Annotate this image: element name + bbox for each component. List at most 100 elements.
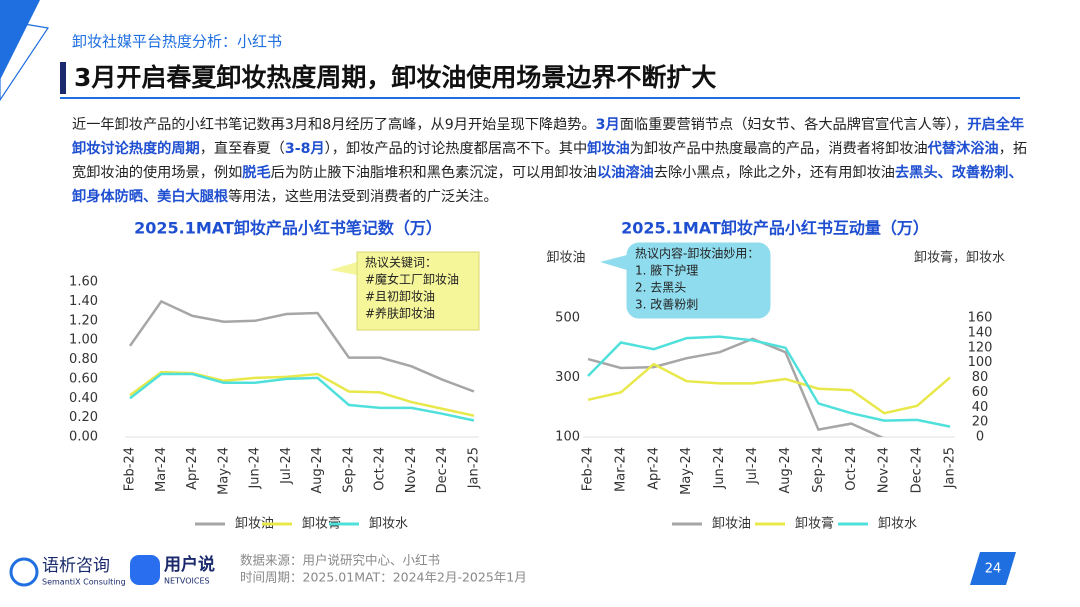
x-tick-label: Jul-24 [279,447,294,485]
y2-tick-label: 40 [972,400,989,415]
callout-box [626,242,771,319]
x-tick-label: Nov-24 [877,447,892,493]
text: 后为防止腋下油脂堆积和黑色素沉淀，可以用卸妆油 [270,165,597,181]
y-tick-label: 300 [555,370,580,385]
y2-tick-label: 60 [972,385,989,400]
paragraph: 近一年卸妆产品的小红书笔记数再3月和8月经历了高峰，从9月开始呈现下降趋势。3月… [72,113,1032,209]
text: 等用法，这些用法受到消费者的广泛关注。 [228,189,498,205]
y-tick-label: 1.40 [69,294,98,309]
series-line [587,335,951,428]
callout-text: 3. 改善粉刺 [635,297,698,312]
legend-label: 卸妆水 [369,516,408,532]
y2-tick-label: 20 [972,415,989,430]
y2-tick-label: 160 [968,311,993,326]
x-tick-label: Mar-24 [613,447,628,492]
callout-text: 1. 腋下护理 [635,263,698,278]
y-axis-label: 卸妆油 [546,250,585,266]
y2-tick-label: 120 [968,340,993,355]
y2-tick-label: 80 [972,370,989,385]
x-tick-label: Oct-24 [844,447,859,491]
x-tick-label: Sep-24 [811,447,826,493]
text: ），卸妆产品的讨论热度都居高不下。其中 [324,141,588,157]
callout-tail [330,262,357,275]
x-tick-label: May-24 [679,447,694,495]
title-bar [60,62,66,94]
x-tick-label: Feb-24 [581,447,596,491]
emphasis: 去黑头、改善粉刺、卸身体防晒、美白大腿根 [72,165,1023,205]
legend-label: 卸妆膏 [795,516,834,532]
y-tick-label: 1.00 [69,333,98,348]
legend-label: 卸妆油 [712,516,751,532]
x-tick-label: Dec-24 [910,447,925,493]
corner-deco [0,0,40,80]
corner-deco-outline [0,19,50,102]
callout-text: 热议内容-卸妆油妙用： [635,246,759,261]
callout-tail [600,255,627,270]
emphasis: 脱毛 [242,165,271,181]
legend-label: 卸妆油 [235,516,274,532]
emphasis: 卸妆油 [587,141,630,157]
callout-text: #养肤卸妆油 [365,306,435,321]
chart-title: 2025.1MAT卸妆产品小红书笔记数（万） [134,219,442,238]
brand2-logo [130,555,160,585]
x-tick-label: Jun-24 [712,447,727,490]
text: ，直至春夏（ [199,141,285,157]
x-tick-label: Feb-24 [123,447,138,491]
x-tick-label: Mar-24 [154,447,169,492]
emphasis: 以油溶油 [596,165,654,181]
source: 数据来源：用户说研究中心、小红书 [240,553,440,568]
y-tick-label: 0.40 [69,391,98,406]
text: 去除小黑点，除此之外，还有用卸妆油 [653,165,895,181]
x-tick-label: Apr-24 [646,447,661,490]
callout-box [356,251,480,331]
text: 近一年卸妆产品的小红书笔记数再3月和8月经历了高峰，从9月开始呈现下降趋势。 [72,117,596,133]
x-tick-label: Jun-24 [248,447,263,490]
x-tick-label: Jan-25 [943,447,958,489]
series-line [129,372,475,422]
period: 时间周期：2025.01MAT：2024年2月-2025年1月 [240,570,527,585]
x-tick-label: Jan-25 [467,447,482,489]
text: ，拓宽卸妆油的使用场景，例如 [72,141,1028,181]
series-line [128,299,475,393]
y2-tick-label: 140 [968,325,993,340]
emphasis: 开启全年卸妆讨论热度的周期 [72,117,1025,157]
x-tick-label: May-24 [216,447,231,495]
y-tick-label: 0.80 [69,352,98,367]
x-tick-label: Aug-24 [310,447,325,494]
y2-axis-label: 卸妆膏，卸妆水 [914,250,1005,266]
y-tick-label: 100 [555,430,580,445]
brand2-sub: NETVOICES [164,577,210,586]
emphasis: 代替沐浴油 [927,141,999,157]
chart-title: 2025.1MAT卸妆产品小红书互动量（万） [621,219,929,238]
x-tick-label: Apr-24 [185,447,200,490]
brand2: 用户说 [164,554,215,575]
y-tick-label: 0.00 [69,430,98,445]
series-line [587,337,884,437]
legend-label: 卸妆水 [878,516,917,532]
text: 为卸妆产品中热度最高的产品，消费者将卸妆油 [629,141,928,157]
x-tick-label: Sep-24 [341,447,356,493]
slide-title: 3月开启春夏卸妆热度周期，卸妆油使用场景边界不断扩大 [74,63,716,92]
callout-text: #魔女工厂卸妆油 [365,272,459,287]
brand1: 语析咨询 [42,556,110,576]
x-tick-label: Nov-24 [404,447,419,493]
emphasis: 3月 [595,117,620,133]
callout-text: 热议关键词： [365,256,437,270]
x-tick-label: Dec-24 [435,447,450,493]
brand1-sub: SemantiX Consulting [42,578,126,587]
series-line [587,362,951,415]
brand1-logo [9,557,39,587]
section-label: 卸妆社媒平台热度分析：小红书 [72,33,282,51]
y-tick-label: 0.20 [69,410,98,425]
y-tick-label: 1.20 [69,313,98,328]
callout-text: #且初卸妆油 [365,289,435,304]
page-box [970,552,1016,585]
emphasis: 3-8月 [284,141,325,157]
y2-tick-label: 0 [976,430,984,445]
x-tick-label: Oct-24 [373,447,388,491]
y-tick-label: 0.60 [69,371,98,386]
text: 面临重要营销节点（妇女节、各大品牌官宣代言人等）， [619,117,968,133]
legend-label: 卸妆膏 [302,516,341,532]
